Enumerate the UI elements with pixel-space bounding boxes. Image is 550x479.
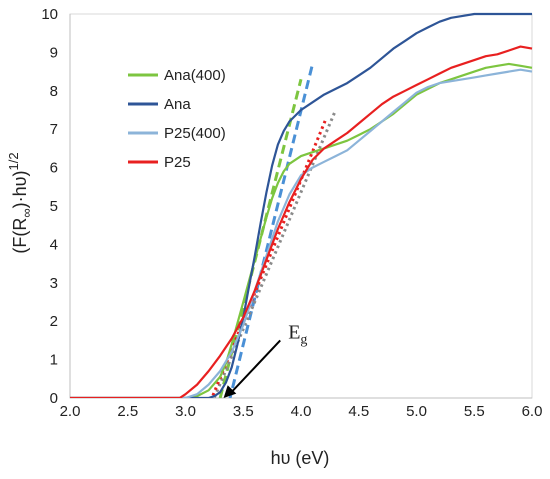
x-tick-label: 3.0: [175, 403, 196, 420]
y-tick-label: 5: [50, 198, 58, 215]
x-tick-label: 2.0: [60, 403, 81, 420]
legend-label: P25(400): [164, 125, 226, 142]
y-tick-label: 10: [41, 6, 58, 23]
y-axis-title-sup: 1/2: [6, 152, 21, 170]
y-axis-title: (F(R∞)·hυ)1/2: [6, 152, 34, 253]
x-tick-label: 4.0: [291, 403, 312, 420]
annotation-subscript: g: [300, 332, 307, 347]
legend-label: Ana(400): [164, 67, 226, 84]
y-tick-label: 6: [50, 160, 58, 177]
legend-label: P25: [164, 154, 191, 171]
series-layer: [70, 12, 533, 398]
y-tick-label: 7: [50, 121, 58, 138]
x-tick-label: 4.5: [348, 403, 369, 420]
y-tick-label: 2: [50, 313, 58, 330]
x-tick-label: 5.5: [464, 403, 485, 420]
annotation-arrow-head: [223, 385, 237, 398]
y-axis-title-sub: ∞: [19, 208, 34, 217]
bandgap-annotation: Eg: [223, 321, 307, 398]
series-line: [70, 68, 533, 398]
fit-lines-layer: [210, 63, 338, 398]
series-line: [70, 12, 532, 398]
annotation-arrow-shaft: [230, 339, 281, 393]
y-tick-label: 4: [50, 236, 58, 253]
y-tick-label: 0: [50, 390, 58, 407]
y-axis-title-mid: )·hυ): [10, 170, 30, 208]
series-line: [70, 62, 533, 398]
x-axis-title: hυ (eV): [271, 448, 330, 468]
x-tick-label: 2.5: [117, 403, 138, 420]
fit-line: [228, 63, 315, 398]
x-tick-label: 5.0: [406, 403, 427, 420]
legend-label: Ana: [164, 96, 191, 113]
y-tick-label: 1: [50, 352, 58, 369]
series-line: [70, 45, 533, 398]
fit-line: [218, 78, 303, 398]
fit-line: [210, 117, 328, 398]
axes-layer: 2.0 2.5 3.0 3.5 4.0 4.5 5.0 5.5 6.0 0 1 2 3 4 5 6 7 8 9 10: [41, 6, 542, 420]
y-axis-title-base: (F(R: [10, 218, 30, 254]
annotation-label: Eg: [288, 321, 307, 347]
y-tick-label: 3: [50, 275, 58, 292]
y-tick-label: 9: [50, 44, 58, 61]
y-tick-label: 8: [50, 83, 58, 100]
axis-titles: hυ (eV) (F(R∞)·hυ)1/2: [6, 152, 329, 468]
x-tick-label: 6.0: [522, 403, 543, 420]
x-tick-label: 3.5: [233, 403, 254, 420]
legend: Ana(400) Ana P25(400) P25: [128, 67, 226, 171]
